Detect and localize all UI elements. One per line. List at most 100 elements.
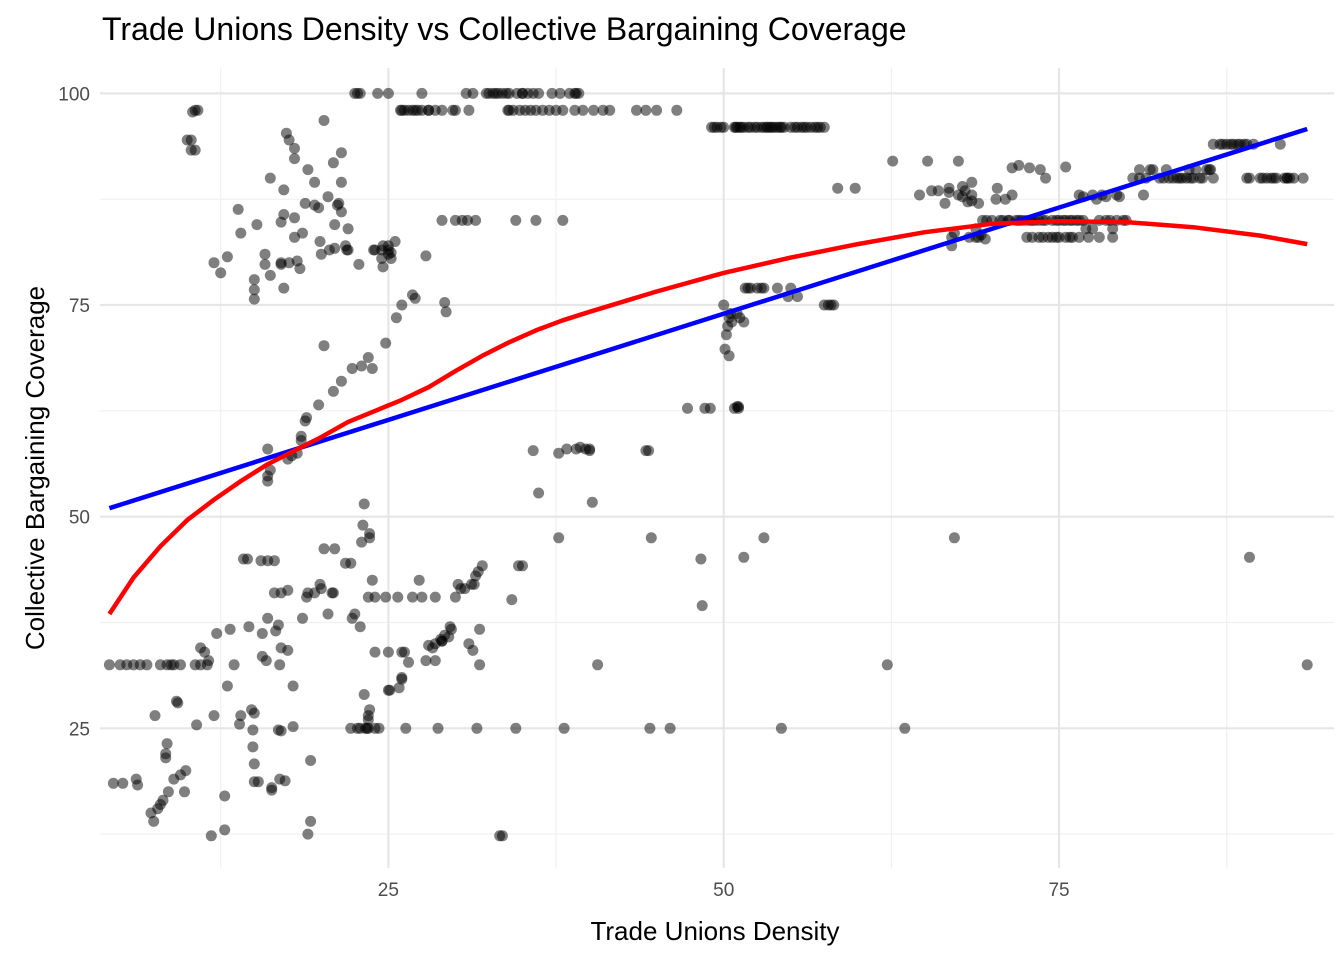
- data-point: [887, 155, 899, 167]
- data-point: [775, 722, 787, 734]
- data-point: [275, 725, 287, 737]
- data-point: [1301, 659, 1313, 671]
- data-point: [389, 236, 401, 247]
- data-point: [439, 297, 451, 308]
- data-point: [322, 608, 334, 620]
- data-point: [720, 329, 732, 341]
- data-point: [252, 776, 264, 788]
- data-point: [533, 87, 545, 99]
- data-point: [1205, 164, 1217, 176]
- data-point: [758, 282, 770, 294]
- data-point: [631, 104, 642, 116]
- data-point: [141, 659, 153, 671]
- data-point: [278, 209, 290, 220]
- x-axis-tick-labels: 25 50 75: [378, 880, 1070, 901]
- x-tick-label: 50: [713, 880, 734, 901]
- data-point: [467, 644, 479, 656]
- data-point: [335, 147, 347, 159]
- data-point: [973, 197, 985, 209]
- data-point: [1013, 159, 1025, 171]
- data-point: [416, 87, 428, 99]
- data-point: [899, 722, 911, 734]
- data-point: [604, 104, 616, 116]
- data-point: [235, 710, 247, 722]
- data-point: [215, 267, 227, 279]
- data-point: [592, 659, 604, 671]
- major-gridlines: [100, 68, 1334, 868]
- data-point: [248, 284, 260, 296]
- data-point: [1034, 164, 1046, 176]
- y-tick-label: 100: [58, 84, 90, 105]
- data-point: [272, 619, 284, 631]
- data-point: [369, 646, 381, 658]
- data-point: [221, 680, 233, 692]
- data-point: [392, 591, 404, 603]
- data-point: [645, 532, 657, 544]
- data-point: [503, 87, 515, 99]
- data-point: [792, 291, 803, 303]
- data-point: [584, 443, 596, 455]
- data-points: [103, 87, 1313, 842]
- data-point: [219, 824, 231, 836]
- data-point: [318, 543, 330, 555]
- data-point: [322, 191, 334, 203]
- data-point: [358, 498, 370, 510]
- data-point: [476, 560, 488, 572]
- data-point: [221, 251, 233, 263]
- data-point: [175, 659, 186, 671]
- data-point: [588, 104, 600, 116]
- data-point: [573, 87, 585, 99]
- data-point: [289, 212, 300, 224]
- data-point: [640, 104, 652, 116]
- data-point: [696, 600, 708, 612]
- data-point: [259, 248, 271, 260]
- data-point: [358, 689, 370, 700]
- data-point: [1040, 172, 1052, 184]
- data-point: [278, 184, 290, 196]
- data-point: [380, 337, 392, 349]
- data-point: [160, 748, 172, 760]
- data-point: [771, 282, 783, 294]
- data-point: [356, 360, 368, 372]
- data-point: [733, 401, 744, 413]
- data-point: [384, 684, 396, 696]
- data-point: [396, 673, 408, 685]
- data-point: [1297, 172, 1309, 184]
- data-point: [346, 612, 358, 624]
- data-point: [346, 363, 358, 374]
- data-point: [390, 312, 402, 324]
- data-point: [103, 659, 115, 671]
- data-point: [420, 655, 432, 667]
- data-point: [314, 236, 326, 247]
- data-point: [327, 385, 339, 397]
- data-point: [335, 206, 347, 218]
- data-point: [234, 718, 245, 730]
- data-point: [256, 628, 268, 639]
- data-point: [385, 253, 397, 264]
- data-point: [449, 591, 461, 603]
- data-point: [1107, 223, 1119, 235]
- y-tick-label: 50: [69, 508, 90, 529]
- data-point: [1288, 172, 1300, 184]
- data-point: [849, 182, 861, 194]
- data-point: [282, 644, 294, 656]
- data-point: [664, 722, 676, 734]
- data-point: [208, 710, 220, 722]
- data-point: [1093, 231, 1105, 243]
- data-point: [914, 189, 925, 201]
- data-point: [357, 519, 369, 531]
- data-point: [496, 830, 508, 842]
- data-point: [362, 714, 374, 726]
- data-point: [1087, 223, 1099, 235]
- data-point: [506, 594, 518, 606]
- data-point: [329, 242, 341, 254]
- data-point: [262, 443, 274, 455]
- data-point: [1083, 231, 1094, 243]
- data-point: [172, 697, 184, 709]
- y-tick-label: 75: [69, 296, 90, 317]
- data-point: [704, 402, 716, 414]
- data-point: [301, 412, 313, 424]
- data-point: [282, 584, 294, 596]
- data-point: [943, 186, 955, 198]
- data-point: [695, 553, 707, 565]
